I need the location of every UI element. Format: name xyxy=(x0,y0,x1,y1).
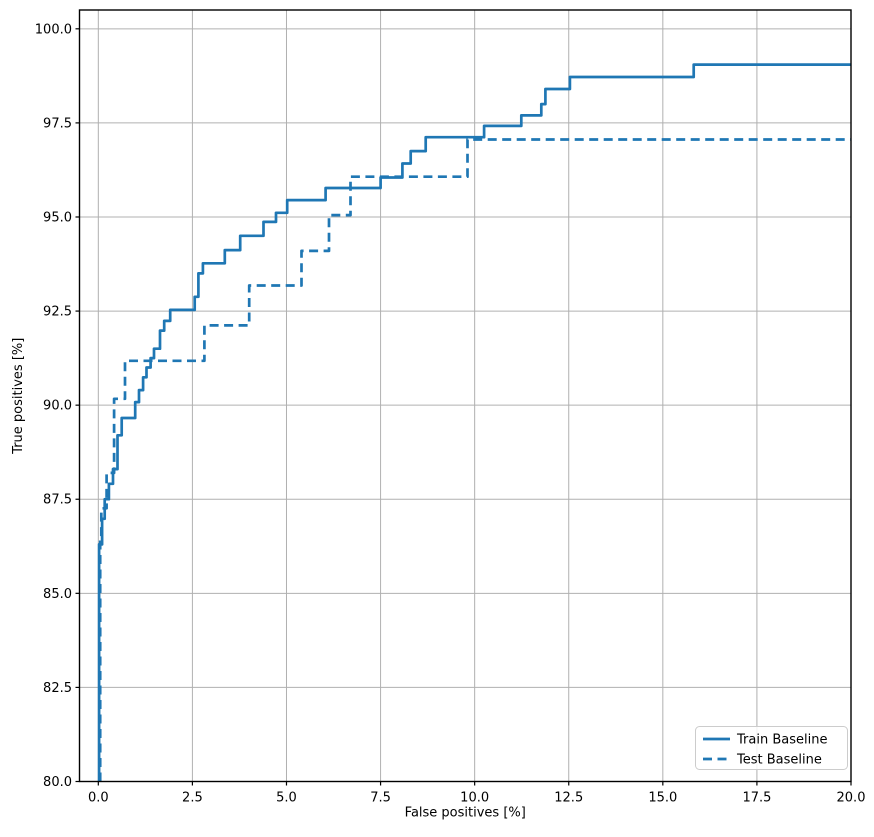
y-tick-labels: 80.0 82.5 85.0 87.5 90.0 92.5 95.0 97.5 100.0 xyxy=(35,22,72,790)
y-tick-label: 87.5 xyxy=(43,493,72,508)
tick-marks xyxy=(75,28,852,786)
y-tick-label: 82.5 xyxy=(43,681,72,696)
x-tick-label: 20.0 xyxy=(837,791,866,806)
y-tick-label: 97.5 xyxy=(43,116,72,131)
y-axis-label: True positives [%] xyxy=(11,338,26,455)
x-axis-label: False positives [%] xyxy=(405,806,526,821)
axes-frame xyxy=(78,9,852,783)
series-lines xyxy=(97,63,851,782)
legend-label-train: Train Baseline xyxy=(736,733,827,748)
x-tick-label: 7.5 xyxy=(370,791,391,806)
x-tick-label: 10.0 xyxy=(460,791,489,806)
y-tick-label: 80.0 xyxy=(43,775,72,790)
y-tick-label: 90.0 xyxy=(43,399,72,414)
series-line-train-baseline xyxy=(97,63,851,782)
legend-box xyxy=(695,726,848,770)
gridlines xyxy=(79,10,852,782)
series-line-test-baseline xyxy=(98,138,851,782)
x-tick-label: 15.0 xyxy=(648,791,677,806)
x-tick-label: 2.5 xyxy=(182,791,203,806)
legend-label-test: Test Baseline xyxy=(736,753,822,768)
x-tick-label: 17.5 xyxy=(742,791,771,806)
y-tick-label: 85.0 xyxy=(43,587,72,602)
x-tick-label: 0.0 xyxy=(88,791,109,806)
legend: Train Baseline Test Baseline xyxy=(695,726,848,770)
y-tick-label: 92.5 xyxy=(43,305,72,320)
y-tick-label: 100.0 xyxy=(35,22,72,37)
y-tick-label: 95.0 xyxy=(43,210,72,225)
x-tick-label: 12.5 xyxy=(554,791,583,806)
x-tick-label: 5.0 xyxy=(276,791,297,806)
x-tick-labels: 0.0 2.5 5.0 7.5 10.0 12.5 15.0 17.5 20.0 xyxy=(88,791,866,806)
